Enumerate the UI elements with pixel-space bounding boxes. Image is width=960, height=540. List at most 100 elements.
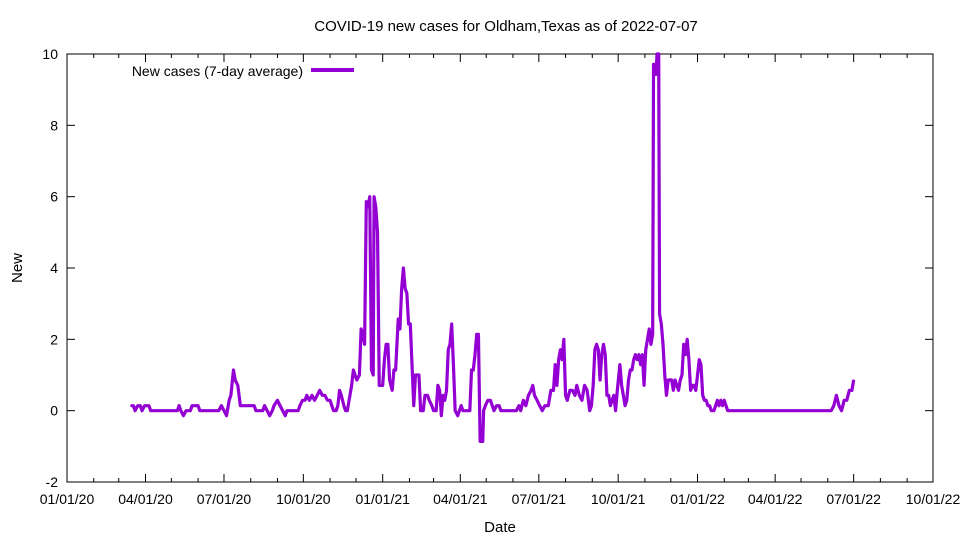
data-point: [632, 358, 635, 361]
data-point: [412, 404, 415, 407]
data-point: [239, 404, 242, 407]
data-point: [592, 384, 594, 387]
data-point: [586, 389, 588, 392]
data-point: [600, 353, 603, 356]
x-axis: 01/01/20 04/01/20 07/01/20 10/01/20 01/01/21…: [40, 54, 960, 507]
data-point: [721, 404, 724, 407]
data-point: [358, 374, 361, 376]
data-point: [643, 384, 645, 387]
y-tick-label: -2: [46, 474, 59, 490]
data-point: [400, 287, 403, 290]
data-point: [676, 384, 678, 387]
data-point: [352, 369, 355, 371]
data-point: [522, 399, 525, 402]
data-point: [271, 409, 274, 412]
data-point: [583, 384, 586, 387]
data-point: [284, 414, 287, 417]
data-point: [726, 409, 729, 412]
data-point: [383, 358, 386, 361]
x-tick-label: 10/01/20: [276, 491, 331, 507]
data-point: [554, 363, 556, 366]
data-point: [619, 363, 621, 366]
data-point: [616, 389, 619, 392]
data-point: [374, 206, 377, 208]
data-point: [279, 404, 281, 407]
data-point: [575, 384, 578, 387]
data-point: [452, 363, 455, 366]
data-point: [602, 343, 605, 346]
data-point: [449, 343, 451, 346]
data-point: [564, 394, 567, 397]
data-point: [530, 389, 532, 392]
data-point: [447, 348, 450, 351]
data-point: [477, 333, 480, 336]
data-point: [489, 399, 492, 402]
data-point: [404, 287, 406, 290]
data-point: [431, 404, 433, 407]
data-point: [707, 404, 709, 407]
legend: New cases (7-day average): [132, 63, 354, 79]
data-point: [681, 374, 683, 376]
data-point: [594, 348, 596, 351]
data-point: [435, 409, 437, 412]
data-point: [318, 389, 321, 392]
data-point: [639, 363, 642, 366]
data-point: [620, 384, 623, 387]
data-point: [648, 328, 651, 330]
data-point: [714, 404, 717, 407]
data-point: [338, 389, 341, 392]
data-point: [688, 358, 690, 361]
data-point: [426, 394, 429, 397]
data-point: [614, 409, 617, 412]
data-point: [253, 404, 255, 407]
data-point: [428, 399, 431, 402]
series-line: [130, 52, 856, 443]
data-point: [595, 343, 598, 346]
data-point: [474, 353, 476, 356]
x-tick-label: 04/01/20: [118, 491, 173, 507]
data-point: [613, 394, 615, 397]
data-point: [268, 414, 271, 417]
data-point: [588, 409, 591, 412]
data-point: [693, 384, 695, 387]
data-point: [460, 404, 462, 407]
data-point: [723, 399, 726, 402]
data-point: [286, 409, 288, 412]
data-point: [604, 353, 607, 356]
data-point: [624, 404, 626, 407]
data-point: [475, 333, 478, 336]
data-point: [708, 404, 711, 407]
data-point: [469, 409, 471, 412]
data-point: [672, 389, 675, 392]
y-axis: -2 0 2 4 6 8 10: [42, 46, 933, 490]
data-point: [482, 409, 485, 412]
data-point: [393, 369, 395, 371]
data-point: [634, 353, 637, 356]
data-point: [527, 394, 530, 397]
data-point: [409, 323, 412, 325]
data-point: [698, 358, 701, 361]
data-point: [316, 394, 318, 397]
data-point: [720, 399, 722, 402]
data-point: [197, 404, 199, 407]
data-point: [220, 404, 223, 407]
data-point: [228, 399, 230, 402]
data-point: [627, 379, 630, 381]
data-point: [462, 409, 464, 412]
data-point: [638, 353, 640, 356]
x-tick-label: 10/01/22: [906, 491, 960, 507]
data-point: [326, 399, 329, 402]
y-axis-label: New: [9, 253, 26, 283]
data-point: [713, 409, 715, 412]
data-point: [536, 399, 538, 402]
data-point: [444, 399, 446, 402]
data-point: [679, 379, 682, 381]
data-point: [402, 267, 405, 269]
data-point: [682, 343, 685, 346]
data-point: [141, 409, 143, 412]
data-point: [686, 338, 688, 341]
data-point: [416, 374, 419, 376]
data-point: [266, 409, 268, 412]
